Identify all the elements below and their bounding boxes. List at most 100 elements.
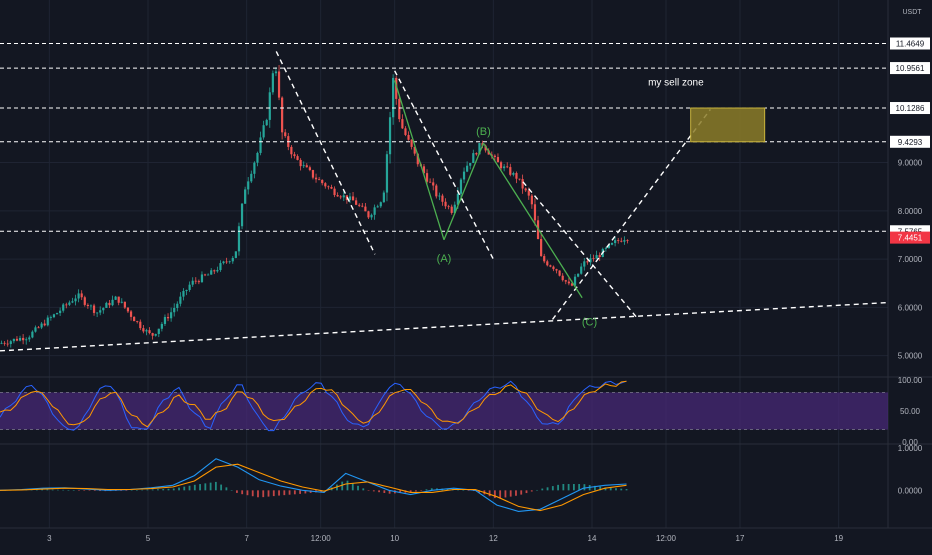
candle-down[interactable] — [570, 283, 574, 286]
candle-up[interactable] — [583, 261, 586, 267]
candle-up[interactable] — [191, 280, 194, 285]
candle-down[interactable] — [493, 155, 496, 158]
candle-up[interactable] — [160, 323, 163, 329]
candle-down[interactable] — [293, 154, 296, 157]
candle-up[interactable] — [373, 207, 376, 215]
candle-up[interactable] — [462, 171, 466, 180]
price-panel[interactable] — [0, 65, 629, 348]
candle-up[interactable] — [182, 290, 185, 297]
candle-up[interactable] — [170, 312, 173, 319]
candle-down[interactable] — [203, 274, 207, 276]
candle-down[interactable] — [521, 179, 524, 189]
candle-down[interactable] — [133, 316, 136, 322]
candle-up[interactable] — [247, 181, 250, 190]
candle-up[interactable] — [438, 195, 441, 197]
candle-down[interactable] — [401, 119, 404, 129]
candle-down[interactable] — [148, 330, 151, 334]
candle-down[interactable] — [527, 190, 530, 196]
candle-up[interactable] — [388, 117, 392, 155]
candle-down[interactable] — [290, 146, 293, 155]
candle-up[interactable] — [478, 143, 481, 155]
candle-up[interactable] — [111, 299, 114, 306]
candle-up[interactable] — [512, 173, 515, 175]
candle-down[interactable] — [305, 165, 308, 168]
candle-up[interactable] — [237, 226, 241, 252]
macd-panel[interactable] — [0, 458, 628, 512]
candle-up[interactable] — [392, 77, 395, 118]
candle-up[interactable] — [188, 284, 191, 290]
candle-up[interactable] — [259, 137, 262, 153]
candle-down[interactable] — [129, 311, 133, 317]
candle-up[interactable] — [154, 333, 157, 336]
candle-down[interactable] — [225, 261, 228, 263]
candle-down[interactable] — [336, 195, 339, 197]
candle-down[interactable] — [447, 206, 450, 208]
candle-down[interactable] — [151, 333, 154, 336]
candle-down[interactable] — [540, 238, 543, 257]
candle-up[interactable] — [250, 173, 253, 182]
candle-up[interactable] — [265, 119, 268, 126]
candle-up[interactable] — [49, 317, 52, 318]
candle-down[interactable] — [92, 305, 96, 313]
candle-down[interactable] — [351, 196, 355, 201]
candle-down[interactable] — [139, 321, 142, 329]
candle-down[interactable] — [330, 187, 333, 189]
candle-down[interactable] — [626, 240, 629, 241]
candle-up[interactable] — [604, 248, 607, 249]
candle-down[interactable] — [197, 281, 200, 283]
candle-up[interactable] — [52, 314, 56, 318]
candle-down[interactable] — [506, 166, 509, 168]
candle-up[interactable] — [370, 214, 373, 218]
candle-down[interactable] — [3, 342, 6, 344]
candle-down[interactable] — [533, 204, 537, 221]
candle-down[interactable] — [543, 256, 546, 262]
candle-down[interactable] — [6, 343, 9, 345]
candle-up[interactable] — [342, 195, 345, 198]
candle-up[interactable] — [46, 317, 49, 326]
candle-up[interactable] — [176, 303, 179, 308]
candle-down[interactable] — [444, 201, 447, 207]
candle-down[interactable] — [530, 195, 533, 205]
candle-up[interactable] — [472, 153, 475, 164]
candle-down[interactable] — [555, 269, 558, 271]
candle-up[interactable] — [385, 154, 389, 193]
candle-down[interactable] — [617, 240, 620, 241]
candle-down[interactable] — [296, 156, 299, 160]
candle-down[interactable] — [299, 159, 302, 167]
candle-down[interactable] — [333, 188, 336, 196]
candle-up[interactable] — [580, 266, 583, 274]
candle-up[interactable] — [234, 251, 237, 258]
candle-down[interactable] — [395, 77, 398, 99]
candle-up[interactable] — [222, 261, 225, 264]
candle-up[interactable] — [120, 301, 123, 303]
candle-up[interactable] — [179, 296, 182, 304]
candle-up[interactable] — [379, 202, 382, 207]
candle-up[interactable] — [114, 296, 117, 300]
candle-down[interactable] — [398, 98, 401, 120]
sell-zone-box[interactable] — [690, 107, 766, 143]
candle-down[interactable] — [564, 280, 567, 282]
candle-up[interactable] — [302, 165, 305, 167]
candle-up[interactable] — [12, 338, 15, 342]
candle-down[interactable] — [308, 167, 311, 171]
candle-down[interactable] — [592, 258, 595, 259]
candle-down[interactable] — [407, 134, 410, 140]
candle-down[interactable] — [416, 153, 419, 165]
candle-down[interactable] — [410, 139, 413, 147]
candle-down[interactable] — [324, 183, 327, 187]
candle-up[interactable] — [503, 166, 506, 169]
candle-down[interactable] — [83, 297, 86, 305]
candle-down[interactable] — [22, 337, 25, 341]
candle-up[interactable] — [9, 341, 12, 345]
candle-down[interactable] — [586, 261, 589, 263]
candle-up[interactable] — [610, 242, 614, 245]
candle-up[interactable] — [589, 258, 592, 263]
candle-up[interactable] — [25, 339, 28, 341]
candle-down[interactable] — [281, 97, 284, 133]
candle-down[interactable] — [549, 265, 552, 267]
candle-down[interactable] — [142, 328, 145, 332]
candle-up[interactable] — [55, 313, 59, 315]
candle-up[interactable] — [453, 204, 456, 213]
candle-down[interactable] — [126, 307, 130, 312]
candle-down[interactable] — [620, 240, 623, 242]
